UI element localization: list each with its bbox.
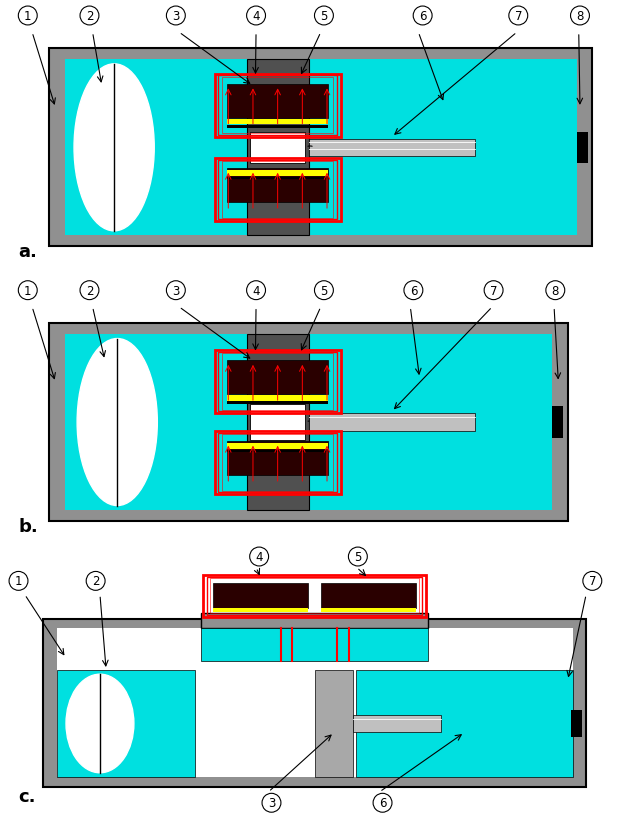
FancyBboxPatch shape — [57, 670, 195, 777]
FancyBboxPatch shape — [65, 335, 552, 510]
FancyBboxPatch shape — [227, 441, 328, 475]
Text: a.: a. — [19, 242, 38, 260]
FancyBboxPatch shape — [201, 613, 428, 628]
FancyBboxPatch shape — [227, 450, 328, 453]
FancyBboxPatch shape — [213, 609, 308, 612]
Text: 4: 4 — [252, 284, 260, 297]
FancyBboxPatch shape — [354, 716, 441, 731]
FancyBboxPatch shape — [213, 584, 308, 609]
Text: 1: 1 — [15, 575, 22, 588]
FancyBboxPatch shape — [227, 125, 328, 129]
FancyBboxPatch shape — [227, 171, 328, 177]
FancyBboxPatch shape — [577, 133, 588, 164]
FancyBboxPatch shape — [357, 670, 573, 777]
FancyBboxPatch shape — [227, 396, 328, 401]
FancyBboxPatch shape — [250, 405, 305, 440]
Ellipse shape — [74, 65, 154, 232]
FancyBboxPatch shape — [308, 414, 475, 432]
FancyBboxPatch shape — [247, 61, 308, 236]
Text: 8: 8 — [576, 10, 584, 23]
Text: 4: 4 — [255, 550, 263, 563]
Text: 3: 3 — [172, 284, 180, 297]
FancyBboxPatch shape — [49, 49, 592, 247]
Text: 2: 2 — [86, 284, 93, 297]
Text: 6: 6 — [379, 796, 386, 809]
Text: 7: 7 — [515, 10, 522, 23]
FancyBboxPatch shape — [227, 402, 328, 405]
Text: 3: 3 — [172, 10, 180, 23]
Text: 6: 6 — [410, 284, 417, 297]
FancyBboxPatch shape — [201, 628, 428, 661]
Text: b.: b. — [19, 517, 38, 535]
FancyBboxPatch shape — [49, 324, 568, 522]
FancyBboxPatch shape — [227, 120, 328, 125]
Text: 2: 2 — [86, 10, 93, 23]
FancyBboxPatch shape — [247, 335, 308, 510]
FancyBboxPatch shape — [315, 670, 354, 777]
FancyBboxPatch shape — [227, 84, 328, 119]
Text: 2: 2 — [92, 575, 99, 588]
FancyBboxPatch shape — [552, 407, 563, 438]
FancyBboxPatch shape — [227, 178, 328, 180]
FancyBboxPatch shape — [43, 619, 586, 786]
FancyBboxPatch shape — [65, 61, 577, 236]
FancyBboxPatch shape — [250, 133, 305, 164]
Text: 1: 1 — [24, 284, 31, 297]
Ellipse shape — [66, 674, 134, 773]
FancyBboxPatch shape — [227, 444, 328, 450]
Text: 7: 7 — [490, 284, 497, 297]
FancyBboxPatch shape — [308, 139, 475, 157]
FancyBboxPatch shape — [321, 609, 416, 612]
FancyBboxPatch shape — [227, 361, 328, 395]
FancyBboxPatch shape — [571, 711, 582, 736]
Text: 3: 3 — [268, 796, 275, 809]
FancyBboxPatch shape — [321, 584, 416, 609]
Text: 4: 4 — [252, 10, 260, 23]
Text: 8: 8 — [552, 284, 559, 297]
Text: 5: 5 — [354, 550, 362, 563]
Ellipse shape — [77, 339, 157, 506]
Text: 5: 5 — [320, 284, 328, 297]
Text: 5: 5 — [320, 10, 328, 23]
Text: 6: 6 — [419, 10, 426, 23]
Text: c.: c. — [19, 788, 36, 806]
Text: 7: 7 — [589, 575, 596, 588]
FancyBboxPatch shape — [57, 628, 573, 777]
FancyBboxPatch shape — [227, 169, 328, 202]
Text: 1: 1 — [24, 10, 31, 23]
